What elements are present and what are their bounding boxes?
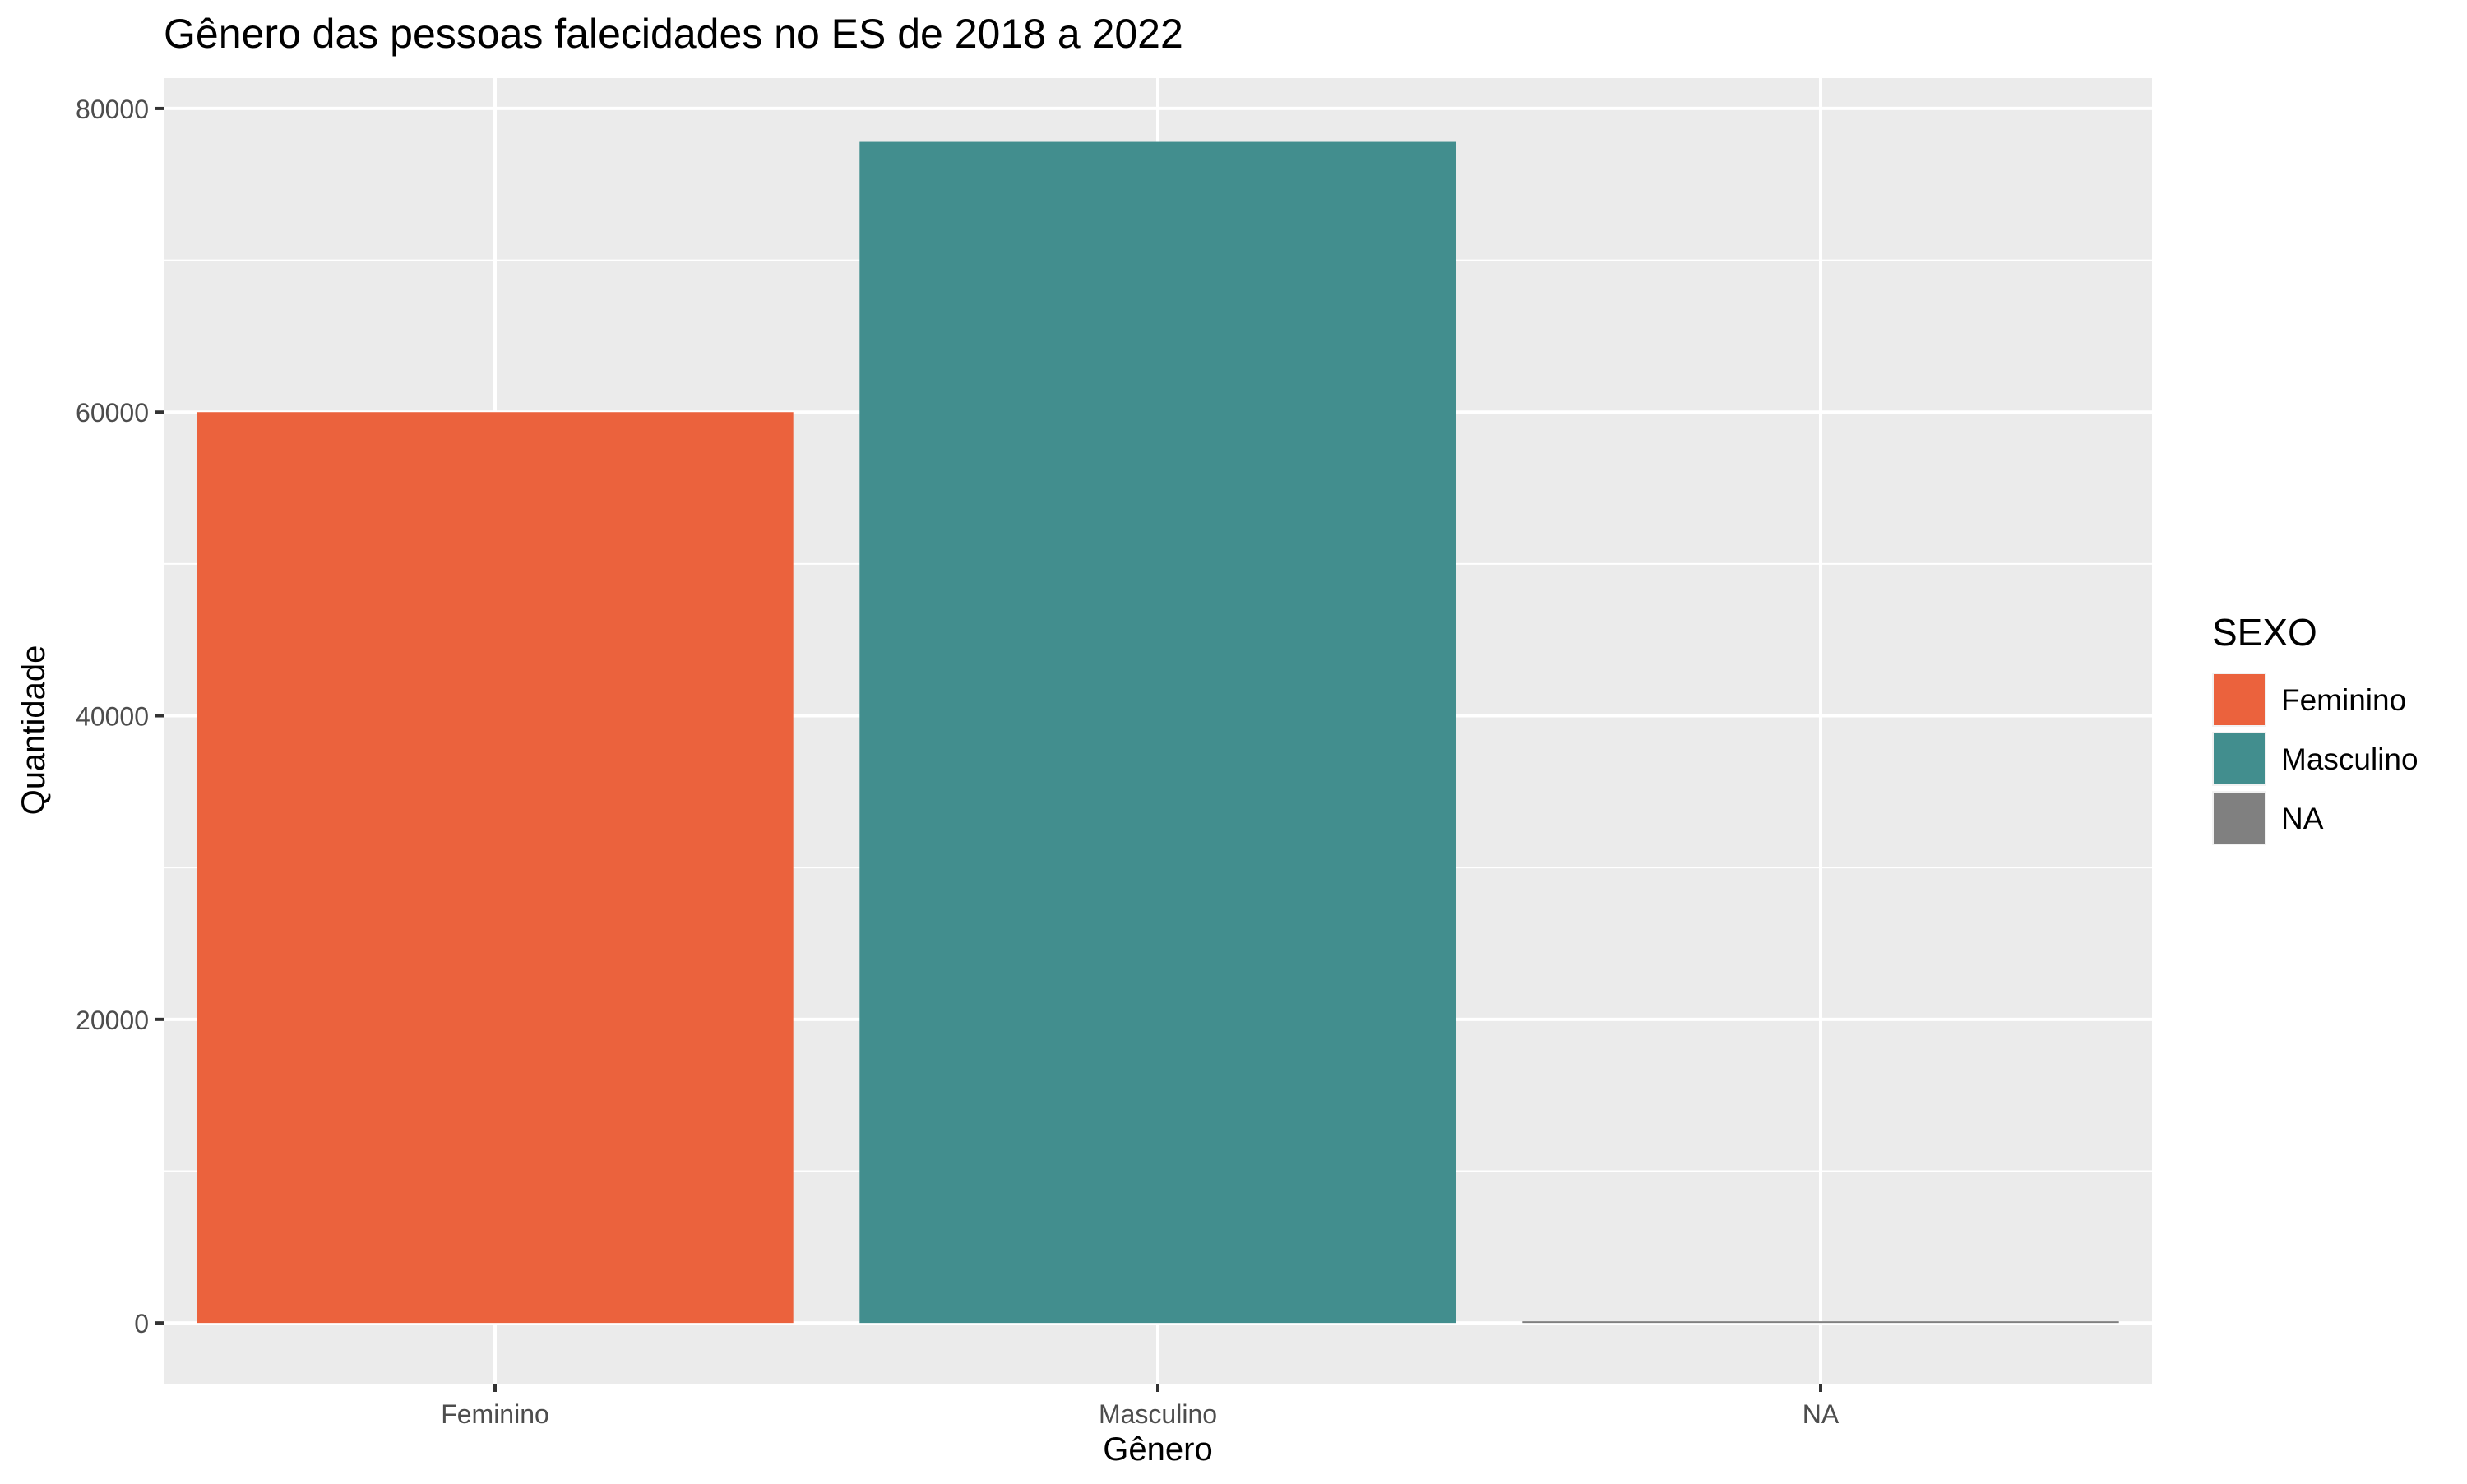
x-tick-label: Masculino: [1099, 1399, 1217, 1429]
legend-label: Feminino: [2281, 683, 2406, 717]
bar-masculino: [859, 141, 1456, 1324]
x-tick-label: Feminino: [441, 1399, 549, 1429]
y-tick-label: 20000: [76, 1006, 149, 1035]
plot-panel: [164, 78, 2152, 1384]
legend-title: SEXO: [2212, 611, 2317, 654]
y-axis-label: Quantidade: [16, 645, 52, 816]
y-tick-label: 60000: [76, 398, 149, 428]
chart-title: Gênero das pessoas falecidades no ES de …: [164, 11, 1183, 57]
y-axis: 0 20000 40000 60000 80000: [76, 95, 164, 1338]
x-axis: Feminino Masculino NA: [441, 1384, 1840, 1429]
x-tick-label: NA: [1803, 1399, 1840, 1429]
legend-label: Masculino: [2281, 742, 2418, 776]
bar-feminino: [197, 412, 794, 1324]
legend-swatch-masculino: [2214, 733, 2265, 784]
legend-swatch-feminino: [2214, 674, 2265, 725]
legend-label: NA: [2281, 802, 2324, 835]
bar-na: [1522, 1321, 2119, 1324]
x-axis-label: Gênero: [1103, 1431, 1212, 1468]
y-tick-label: 0: [134, 1309, 149, 1338]
y-tick-label: 80000: [76, 95, 149, 124]
y-tick-label: 40000: [76, 702, 149, 732]
legend: SEXO Feminino Masculino NA: [2212, 611, 2418, 845]
legend-swatch-na: [2214, 793, 2265, 844]
